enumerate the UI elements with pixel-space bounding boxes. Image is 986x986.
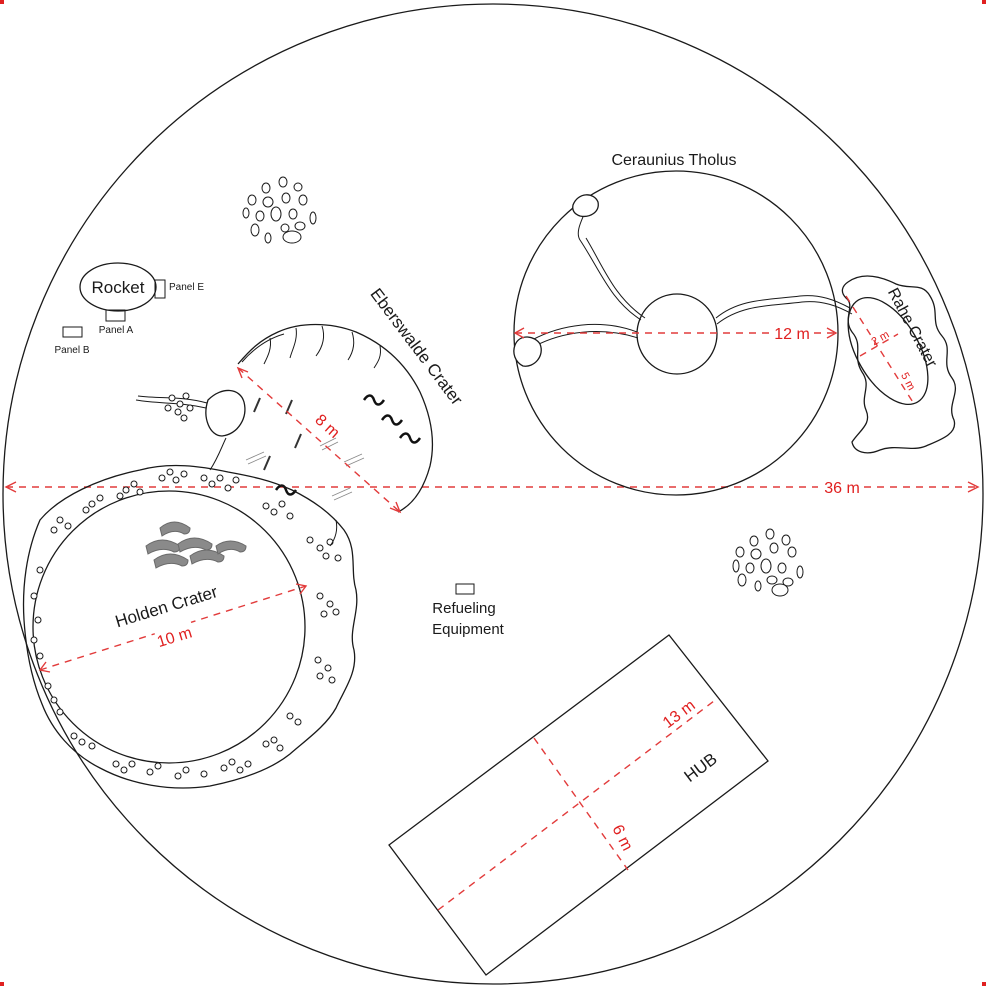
rahe-long-dimension-label: 5 m: [898, 371, 917, 393]
rahe-crater: Rahe Crater 2 m 5 m: [841, 275, 957, 454]
refueling-equipment: Refueling Equipment: [432, 583, 505, 638]
refueling-label-line1: Refueling: [432, 600, 495, 617]
rocket-area: Rocket Panel E Panel A Panel B: [54, 262, 204, 356]
refueling-label-line2: Equipment: [432, 621, 505, 638]
panel-a-marker: [105, 309, 126, 322]
arena-diameter-dimension: 36 m: [4, 474, 980, 498]
ceraunius-tholus-label: Ceraunius Tholus: [611, 152, 736, 169]
rocket-label: Rocket: [92, 278, 145, 297]
boulder-field-lower: [732, 528, 804, 597]
arena-boundary: [2, 3, 984, 985]
hub: 13 m 6 m HUB: [388, 634, 769, 976]
rahe-small-dimension-label: 2 m: [870, 329, 892, 349]
arena-diameter-label: 36 m: [824, 480, 860, 497]
panel-b-marker: [62, 326, 83, 338]
panel-e-marker: [154, 279, 166, 299]
panel-e-label: Panel E: [169, 282, 204, 293]
ceraunius-diameter-label: 12 m: [774, 326, 810, 343]
hub-label: HUB: [681, 749, 721, 786]
boulder-field-upper: [242, 176, 317, 244]
holden-dunes: [145, 521, 247, 569]
holden-rim-rocks: [30, 468, 342, 780]
panel-a-label: Panel A: [99, 325, 134, 336]
refueling-marker: [455, 583, 475, 595]
eberswalde-crater: 8 m Eberswalde Crater: [135, 285, 467, 514]
holden-crater: 10 m Holden Crater: [22, 464, 358, 789]
panel-b-label: Panel B: [54, 345, 89, 356]
ceraunius-tholus: Ceraunius Tholus 12 m: [513, 152, 853, 496]
